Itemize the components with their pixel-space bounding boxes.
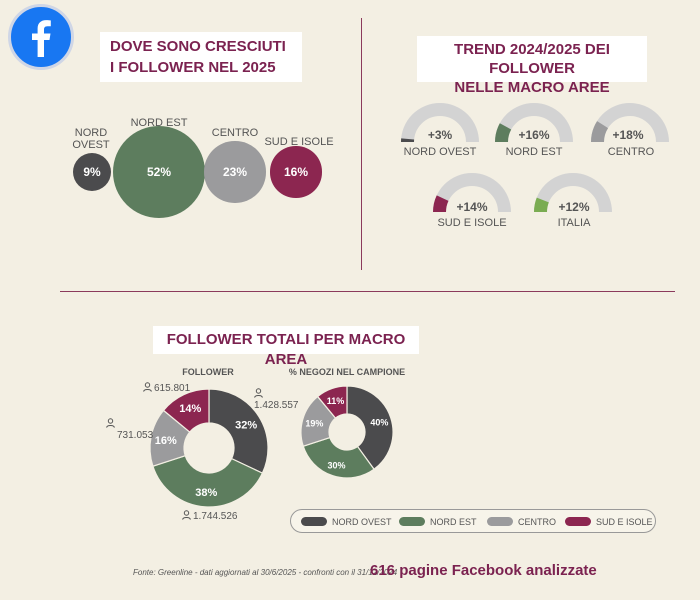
person-icon (106, 418, 115, 428)
legend-label-sud-isole: SUD E ISOLE (596, 516, 653, 527)
bubble-nord-ovest: 9% (72, 152, 112, 192)
follower-pie-title: FOLLOWER (182, 367, 234, 377)
gauge-value-nord-est: +16% (518, 128, 550, 142)
follower-count-sud-isole: 615.801 (143, 382, 190, 394)
follower-count-centro-value: 731.053 (117, 430, 154, 441)
person-icon (143, 382, 152, 392)
trend-title: TREND 2024/2025 DEI FOLLOWER NELLE MACRO… (417, 36, 647, 96)
bubble-value-nord-est: 52% (146, 165, 172, 179)
gauge-label-sud-isole: SUD E ISOLE (437, 217, 507, 229)
legend-swatch-nord-ovest (301, 517, 327, 526)
follower-count-nord-ovest: 1.428.557 (254, 388, 299, 411)
gauge-value-italia: +12% (558, 200, 590, 214)
trend-title-line1: TREND 2024/2025 DEI FOLLOWER (454, 41, 610, 77)
facebook-icon (32, 20, 51, 58)
negozi-slice-sud-isole (316, 385, 348, 419)
growth-title-line2: I FOLLOWER NEL 2025 (110, 59, 276, 76)
gauge-value-centro: +18% (612, 128, 644, 142)
horizontal-divider (60, 291, 675, 292)
pages-analyzed: 616 pagine Facebook analizzate (370, 562, 597, 579)
gauge-label-centro: CENTRO (607, 146, 655, 158)
follower-count-centro: 731.053 (106, 418, 153, 441)
gauge-value-nord-ovest: +3% (427, 128, 453, 142)
bubble-centro: 23% (204, 141, 266, 203)
donut-charts: 32% 38% 16% 14% 40% 30% 19% 11% (149, 385, 394, 508)
bubble-nord-est: 52% (113, 126, 205, 218)
bubble-sud-isole: 16% (270, 146, 322, 198)
follower-slice-nord-est (152, 454, 264, 508)
follower-count-nord-ovest-value: 1.428.557 (254, 400, 299, 411)
follower-slice-nord-ovest (208, 388, 269, 474)
negozi-label-sud-isole: 11% (327, 396, 345, 406)
follower-label-centro: 16% (155, 435, 177, 447)
follower-label-nord-ovest: 32% (235, 419, 257, 431)
growth-title: DOVE SONO CRESCIUTI I FOLLOWER NEL 2025 (100, 32, 302, 82)
follower-label-sud-isole: 14% (179, 403, 201, 415)
negozi-slice-nord-ovest (346, 385, 394, 471)
gauge-label-italia: ITALIA (557, 217, 591, 229)
growth-title-line1: DOVE SONO CRESCIUTI (110, 38, 286, 55)
negozi-label-centro: 19% (305, 419, 323, 429)
trend-title-line2: NELLE MACRO AREE (454, 79, 610, 96)
follower-slice-sud-isole (162, 388, 210, 433)
person-icon (254, 388, 263, 398)
legend-label-nord-ovest: NORD OVEST (332, 516, 392, 527)
vertical-divider (361, 18, 362, 270)
bubble-value-centro: 23% (222, 164, 247, 179)
gauge-value-sud-isole: +14% (456, 200, 488, 214)
source-note: Fonte: Greenline - dati aggiornati al 30… (133, 568, 398, 577)
bubble-label-nord-est: NORD EST (130, 117, 188, 129)
legend-item-sud-isole: SUD E ISOLE (565, 515, 653, 528)
bubble-label-sud-isole: SUD E ISOLE (264, 136, 334, 148)
legend-swatch-nord-est (399, 517, 425, 526)
gauge-label-nord-ovest: NORD OVEST (403, 146, 477, 158)
legend-label-centro: CENTRO (518, 516, 556, 527)
legend-item-centro: CENTRO (487, 515, 556, 528)
facebook-logo (8, 4, 74, 70)
negozi-slice-nord-est (302, 436, 375, 479)
legend-item-nord-ovest: NORD OVEST (301, 515, 392, 528)
follower-count-sud-isole-value: 615.801 (154, 383, 191, 394)
bubble-label-centro: CENTRO (211, 127, 259, 139)
legend-item-nord-est: NORD EST (399, 515, 477, 528)
bubble-label-nord-ovest: NORD OVEST (68, 127, 114, 151)
gauge-fill-nord-est (495, 123, 512, 143)
legend: NORD OVEST NORD EST CENTRO SUD E ISOLE (290, 509, 656, 533)
trend-gauges (400, 103, 669, 213)
bubble-label-nord-ovest-line1: NORD (74, 127, 108, 139)
legend-swatch-sud-isole (565, 517, 591, 526)
legend-label-nord-est: NORD EST (430, 516, 477, 527)
follower-count-nord-est: 1.744.526 (182, 510, 238, 522)
bubble-value-sud-isole: 16% (283, 164, 308, 179)
person-icon (182, 510, 191, 520)
follower-label-nord-est: 38% (195, 487, 217, 499)
negozi-label-nord-ovest: 40% (370, 417, 388, 427)
negozi-pie-title: % NEGOZI NEL CAMPIONE (288, 367, 406, 377)
bubble-label-nord-ovest-line2: OVEST (72, 139, 110, 151)
legend-swatch-centro (487, 517, 513, 526)
gauge-fill-italia (534, 197, 549, 213)
negozi-label-nord-est: 30% (327, 460, 345, 470)
totals-title: FOLLOWER TOTALI PER MACRO AREA (153, 326, 419, 368)
bubble-value-nord-ovest: 9% (83, 164, 101, 179)
gauge-fill-sud-isole (433, 195, 449, 213)
follower-count-nord-est-value: 1.744.526 (193, 511, 238, 522)
gauge-track-italia (534, 173, 612, 213)
gauge-track-nord-ovest (401, 103, 479, 143)
gauge-label-nord-est: NORD EST (505, 146, 563, 158)
gauge-fill-centro (591, 121, 609, 143)
